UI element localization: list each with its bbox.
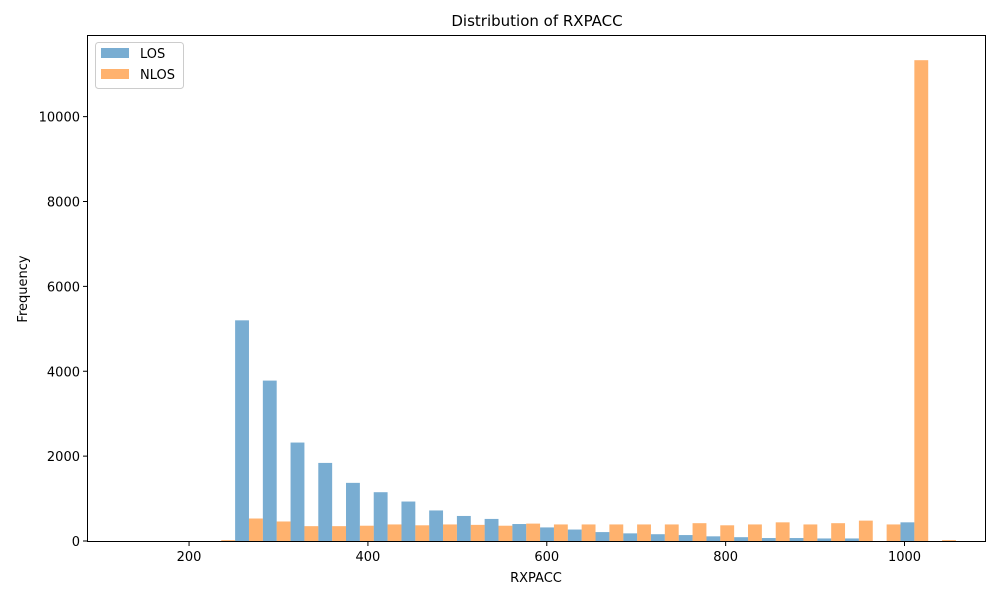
- bar-nlos-360: [332, 526, 347, 541]
- plot-frame: [87, 35, 986, 542]
- bar-los-267: [235, 320, 249, 541]
- bar-los-825: [734, 537, 748, 541]
- x-axis-label: RXPACC: [510, 571, 562, 586]
- bar-los-732: [650, 534, 665, 541]
- bar-los-763: [678, 535, 693, 541]
- bar-los-298: [262, 380, 277, 541]
- bar-los-484: [429, 510, 444, 541]
- legend-label-los: LOS: [140, 47, 165, 62]
- bar-nlos-546: [498, 525, 513, 541]
- y-axis-label: Frequency: [16, 255, 31, 322]
- bar-nlos-732: [664, 524, 679, 541]
- x-tick-label: 800: [713, 550, 738, 565]
- bar-nlos-298: [276, 521, 291, 541]
- bar-nlos-577: [526, 523, 541, 541]
- legend-swatch-nlos: [101, 69, 129, 79]
- bar-nlos-1011: [914, 60, 929, 541]
- y-tick-label: 2000: [47, 450, 80, 465]
- y-tick-label: 6000: [47, 280, 80, 295]
- bar-nlos-949: [858, 520, 873, 541]
- bar-nlos-1042: [942, 540, 956, 541]
- y-tick-label: 10000: [39, 111, 80, 126]
- legend: LOS NLOS: [95, 42, 184, 89]
- bar-los-794: [706, 536, 721, 541]
- x-tick-label: 600: [534, 550, 559, 565]
- bar-los-329: [290, 442, 305, 541]
- legend-swatch-los: [101, 48, 129, 58]
- y-axis-ticks: 0 2000 4000 6000 8000 10000: [39, 111, 88, 550]
- bar-nlos-701: [637, 524, 651, 541]
- bar-los-856: [761, 538, 776, 541]
- bar-los-1011: [900, 522, 915, 541]
- bar-los-391: [346, 482, 360, 541]
- bar-los-918: [817, 538, 832, 541]
- x-tick-label: 1000: [888, 550, 921, 565]
- bar-los-546: [484, 518, 499, 541]
- bar-los-949: [845, 538, 859, 541]
- bars-layer: [221, 60, 956, 541]
- bar-los-515: [456, 515, 471, 541]
- bar-los-360: [318, 462, 333, 541]
- bar-los-422: [373, 492, 388, 541]
- x-axis-ticks: 200 400 600 800 1000: [177, 541, 921, 565]
- bar-nlos-887: [803, 524, 818, 541]
- bar-los-670: [595, 532, 610, 541]
- bar-nlos-856: [775, 522, 790, 541]
- bar-nlos-484: [443, 524, 457, 541]
- bar-los-887: [789, 538, 804, 541]
- bar-nlos-267: [248, 518, 263, 541]
- bar-nlos-918: [831, 523, 846, 541]
- bar-nlos-391: [359, 525, 374, 541]
- chart-title: Distribution of RXPACC: [451, 12, 622, 30]
- legend-label-nlos: NLOS: [140, 68, 175, 83]
- bar-nlos-236: [221, 540, 236, 541]
- bar-nlos-608: [553, 524, 568, 541]
- bar-los-701: [623, 533, 638, 541]
- bar-nlos-670: [609, 524, 624, 541]
- bar-nlos-453: [415, 525, 430, 541]
- bar-nlos-825: [748, 524, 762, 541]
- bar-los-639: [567, 529, 582, 541]
- y-tick-label: 8000: [47, 196, 80, 211]
- bar-nlos-515: [470, 524, 485, 541]
- y-tick-label: 0: [72, 535, 80, 550]
- x-tick-label: 200: [177, 550, 202, 565]
- y-tick-label: 4000: [47, 365, 80, 380]
- bar-nlos-329: [304, 526, 319, 541]
- x-tick-label: 400: [356, 550, 381, 565]
- bar-nlos-422: [387, 524, 402, 541]
- bar-los-608: [540, 527, 554, 541]
- bar-los-453: [401, 501, 416, 541]
- bar-los-577: [512, 524, 527, 541]
- bar-nlos-763: [692, 523, 707, 541]
- bar-nlos-980: [886, 524, 901, 541]
- bar-nlos-639: [581, 524, 596, 541]
- bar-nlos-794: [720, 525, 735, 541]
